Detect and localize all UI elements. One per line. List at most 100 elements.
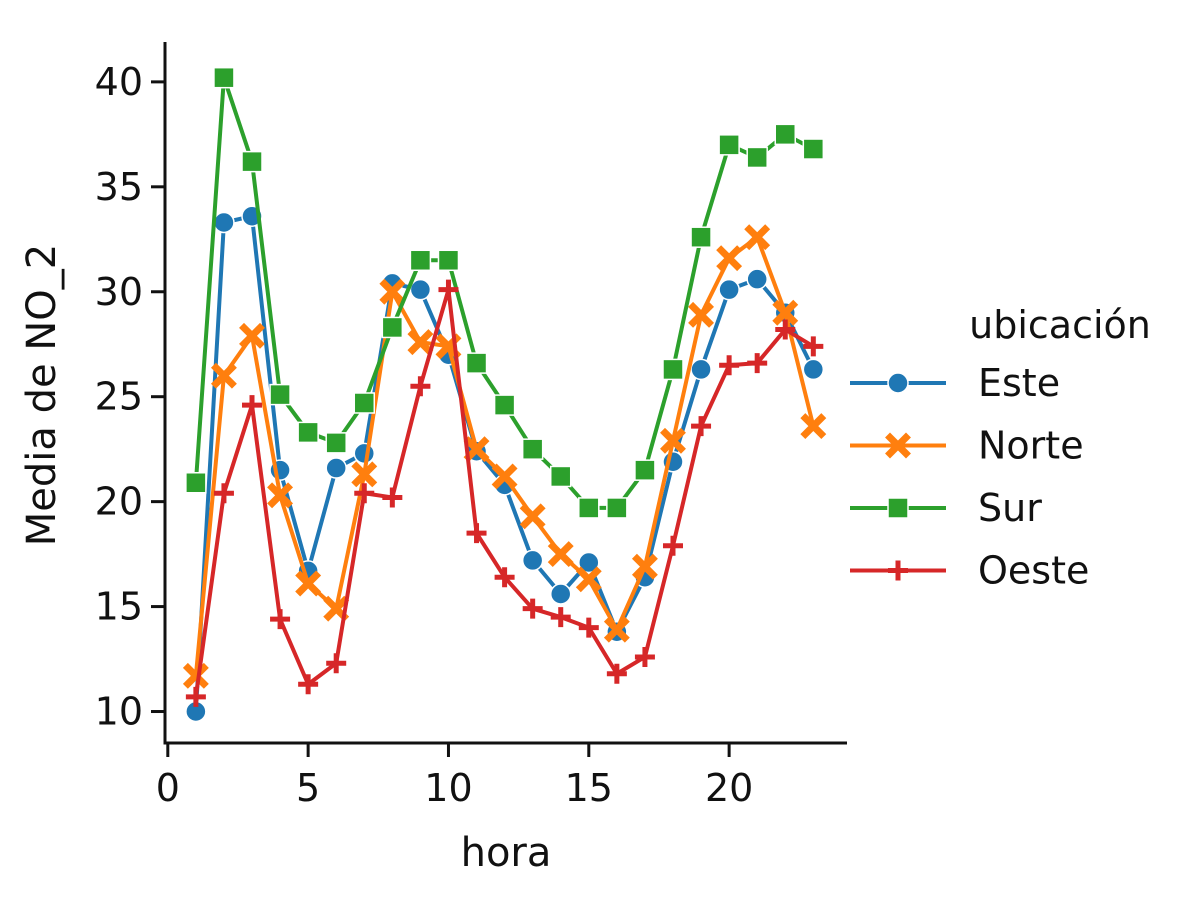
y-tick-label: 35	[95, 165, 143, 209]
legend-label: Norte	[978, 424, 1084, 468]
x-tick-label: 5	[296, 766, 320, 810]
data-point	[718, 134, 740, 156]
legend-marker	[888, 560, 908, 581]
data-point	[382, 487, 403, 508]
data-point	[463, 436, 490, 463]
x-tick-label: 15	[565, 766, 613, 810]
data-point	[688, 301, 715, 328]
legend-marker	[887, 497, 909, 519]
data-point	[578, 617, 599, 638]
x-tick-label: 0	[156, 766, 180, 810]
data-point	[185, 686, 206, 707]
series-line	[193, 235, 816, 677]
data-point	[210, 362, 237, 389]
data-point	[775, 319, 796, 340]
data-point	[298, 674, 319, 695]
legend-marker	[887, 372, 909, 394]
x-tick-label: 10	[424, 766, 472, 810]
data-point	[802, 138, 825, 160]
data-point	[634, 459, 656, 481]
data-point	[491, 463, 518, 490]
y-axis-label: Media de NO_2	[19, 244, 65, 546]
legend-item-este: Este	[850, 361, 1060, 405]
legend-item-norte: Norte	[850, 424, 1084, 468]
data-point	[466, 523, 487, 544]
data-point	[213, 66, 235, 89]
legend-label: Oeste	[978, 549, 1089, 593]
data-point	[351, 461, 378, 488]
data-point	[800, 413, 827, 440]
y-tick-label: 20	[95, 480, 143, 524]
data-point	[241, 150, 263, 173]
legend-marker	[885, 432, 911, 459]
data-point	[578, 551, 600, 574]
data-point	[270, 609, 291, 630]
series-oeste	[185, 279, 824, 707]
data-point	[521, 549, 544, 572]
data-point	[409, 278, 432, 301]
data-point	[381, 316, 404, 339]
data-point	[690, 226, 712, 248]
data-point	[185, 471, 207, 494]
data-point	[690, 358, 712, 381]
data-point	[662, 358, 684, 381]
data-point	[267, 482, 294, 509]
legend-label: Este	[978, 361, 1060, 405]
data-point	[269, 383, 291, 406]
data-point	[521, 438, 544, 460]
data-point	[354, 483, 375, 504]
data-point	[631, 553, 658, 580]
data-point	[744, 224, 771, 251]
data-point	[410, 376, 431, 397]
data-point	[578, 497, 600, 519]
series-este	[185, 205, 825, 723]
x-axis-label: hora	[461, 830, 552, 876]
data-point	[746, 268, 768, 290]
data-point	[409, 249, 432, 272]
y-tick-label: 40	[95, 60, 143, 104]
data-point	[575, 566, 602, 593]
data-point	[519, 503, 546, 530]
data-point	[522, 598, 543, 619]
x-tick-label: 20	[705, 766, 753, 810]
data-point	[547, 541, 574, 568]
data-point	[606, 497, 628, 519]
data-point	[774, 123, 797, 146]
legend: ubicación Este Norte Sur Oeste	[850, 303, 1151, 593]
data-point	[438, 279, 459, 300]
data-point	[603, 616, 630, 643]
data-point	[634, 646, 655, 667]
data-point	[772, 299, 799, 326]
legend-label: Sur	[978, 486, 1042, 530]
data-point	[213, 211, 235, 234]
data-point	[802, 358, 825, 381]
data-point	[746, 146, 768, 169]
legend-item-oeste: Oeste	[850, 549, 1089, 593]
data-point	[719, 355, 740, 376]
data-point	[379, 278, 406, 305]
legend-item-sur: Sur	[850, 486, 1042, 530]
data-point	[691, 416, 712, 437]
data-point	[239, 322, 265, 349]
data-point	[407, 329, 434, 356]
series-norte	[182, 224, 827, 689]
y-tick-label: 10	[95, 690, 143, 734]
data-point	[242, 395, 263, 416]
data-point	[718, 278, 740, 301]
data-point	[325, 432, 347, 454]
y-tick-label: 15	[95, 585, 143, 629]
data-point	[213, 483, 234, 504]
data-point	[747, 353, 768, 374]
data-point	[493, 394, 516, 416]
data-point	[323, 595, 350, 622]
series-group	[182, 66, 827, 723]
data-point	[494, 567, 515, 588]
y-tick-label: 25	[95, 375, 143, 419]
data-point	[326, 653, 347, 674]
data-point	[549, 583, 572, 605]
data-point	[437, 249, 460, 272]
data-point	[606, 663, 627, 684]
data-point	[803, 336, 824, 357]
y-tick-label: 30	[95, 270, 143, 314]
